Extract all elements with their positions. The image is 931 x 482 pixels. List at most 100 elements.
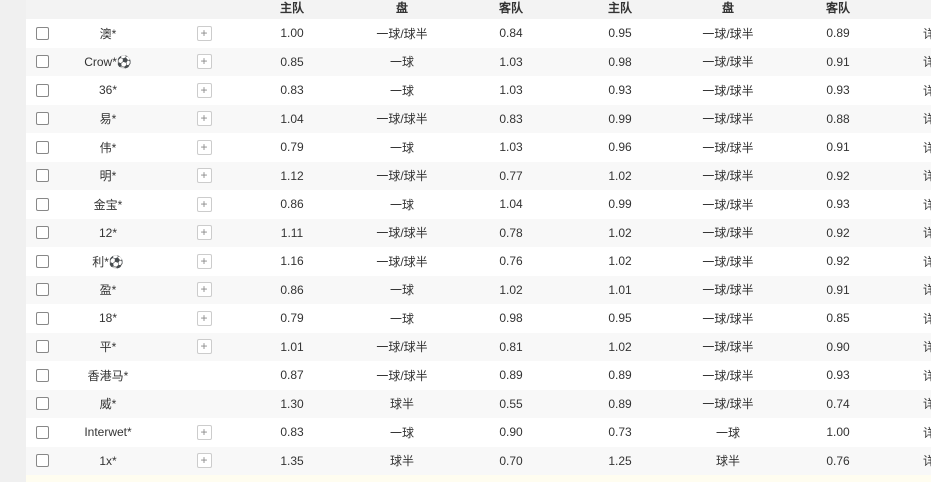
away-odds-2: 0.74 (826, 396, 850, 411)
away-odds: 0.78 (499, 225, 523, 240)
handicap: 一球/球半 (376, 226, 428, 241)
footer-strip (26, 475, 931, 482)
home-odds-2: 0.96 (608, 140, 632, 155)
expand-plus-button[interactable]: + (196, 196, 212, 212)
handicap: 一球 (389, 55, 414, 70)
row-checkbox[interactable] (35, 26, 49, 40)
table-row: 香港马* 0.87 一球/球半 0.89 0.89 一球/球半 0.93 详 (26, 361, 931, 390)
home-odds-2: 1.01 (608, 282, 632, 297)
detail-link[interactable]: 详 (922, 340, 931, 355)
handicap-2: 一球/球半 (702, 311, 754, 326)
handicap-2: 一球/球半 (702, 397, 754, 412)
row-checkbox[interactable] (35, 311, 49, 325)
row-checkbox[interactable] (35, 368, 49, 382)
home-odds: 1.16 (280, 254, 304, 269)
away-odds: 0.98 (499, 311, 523, 326)
table-row: 利*⚽ +1.16 一球/球半 0.76 1.02 一球/球半 0.92 详 (26, 247, 931, 276)
row-checkbox[interactable] (35, 112, 49, 126)
home-odds: 0.79 (280, 140, 304, 155)
home-odds: 1.04 (280, 111, 304, 126)
expand-plus-button[interactable]: + (196, 453, 212, 469)
expand-plus-button[interactable]: + (196, 25, 212, 41)
row-checkbox[interactable] (35, 55, 49, 69)
detail-link[interactable]: 详 (922, 197, 931, 212)
handicap-2: 一球/球半 (702, 26, 754, 41)
detail-link[interactable]: 详 (922, 254, 931, 269)
home-odds-2: 1.25 (608, 453, 632, 468)
detail-link[interactable]: 详 (922, 454, 931, 469)
home-odds: 0.85 (280, 54, 304, 69)
detail-link[interactable]: 详 (922, 83, 931, 98)
detail-link[interactable]: 详 (922, 226, 931, 241)
row-checkbox[interactable] (35, 454, 49, 468)
expand-plus-button[interactable]: + (196, 82, 212, 98)
company-name: 36* (98, 83, 118, 98)
row-checkbox[interactable] (35, 283, 49, 297)
home-odds: 0.86 (280, 282, 304, 297)
detail-link[interactable]: 详 (922, 425, 931, 440)
table-row: Interwet* +0.83 一球 0.90 0.73 一球 1.00 详 (26, 418, 931, 447)
handicap: 一球/球半 (376, 254, 428, 269)
detail-link[interactable]: 详 (922, 368, 931, 383)
away-odds: 0.76 (499, 254, 523, 269)
away-odds: 0.89 (499, 368, 523, 383)
away-odds-2: 0.92 (826, 254, 850, 269)
row-checkbox[interactable] (35, 226, 49, 240)
table-row: 金宝* +0.86 一球 1.04 0.99 一球/球半 0.93 详 (26, 190, 931, 219)
detail-link[interactable]: 详 (922, 283, 931, 298)
home-odds-2: 0.95 (608, 26, 632, 41)
table-header: 主队 盘 客队 主队 盘 客队 (26, 0, 931, 19)
expand-plus-button[interactable]: + (196, 111, 212, 127)
detail-link[interactable]: 详 (922, 26, 931, 41)
detail-link[interactable]: 详 (922, 140, 931, 155)
expand-plus-button[interactable]: + (196, 339, 212, 355)
detail-link[interactable]: 详 (922, 55, 931, 70)
detail-link[interactable]: 详 (922, 311, 931, 326)
handicap-2: 一球/球半 (702, 283, 754, 298)
detail-link[interactable]: 详 (922, 397, 931, 412)
away-odds: 1.04 (499, 197, 523, 212)
row-checkbox[interactable] (35, 340, 49, 354)
odds-table: 主队 盘 客队 主队 盘 客队 澳* +1.00 一球/球半 0.84 0.95 一球/球… (26, 0, 931, 482)
row-checkbox[interactable] (35, 254, 49, 268)
row-checkbox[interactable] (35, 140, 49, 154)
header-line-2: 盘 (721, 1, 734, 15)
expand-plus-button[interactable]: + (196, 282, 212, 298)
detail-link[interactable]: 详 (922, 112, 931, 127)
handicap: 一球/球半 (376, 26, 428, 41)
away-odds-2: 1.00 (826, 425, 850, 440)
row-checkbox[interactable] (35, 197, 49, 211)
detail-link[interactable]: 详 (922, 169, 931, 184)
handicap-2: 一球/球半 (702, 254, 754, 269)
table-row: 12* +1.11 一球/球半 0.78 1.02 一球/球半 0.92 详 (26, 218, 931, 247)
handicap: 一球 (389, 311, 414, 326)
handicap: 球半 (389, 397, 414, 412)
handicap: 球半 (389, 454, 414, 469)
row-checkbox[interactable] (35, 425, 49, 439)
expand-plus-button[interactable]: + (196, 310, 212, 326)
home-odds-2: 0.89 (608, 368, 632, 383)
home-odds: 1.30 (280, 396, 304, 411)
away-odds-2: 0.91 (826, 54, 850, 69)
home-odds: 0.79 (280, 311, 304, 326)
table-row: 澳* +1.00 一球/球半 0.84 0.95 一球/球半 0.89 详 (26, 19, 931, 48)
row-checkbox[interactable] (35, 83, 49, 97)
handicap: 一球 (389, 140, 414, 155)
expand-plus-button[interactable]: + (196, 168, 212, 184)
expand-plus-button[interactable]: + (196, 253, 212, 269)
home-odds-2: 0.98 (608, 54, 632, 69)
away-odds-2: 0.76 (826, 453, 850, 468)
home-odds-2: 1.02 (608, 168, 632, 183)
handicap-2: 一球/球半 (702, 368, 754, 383)
row-checkbox[interactable] (35, 397, 49, 411)
expand-plus-button[interactable]: + (196, 54, 212, 70)
expand-plus-button[interactable]: + (196, 424, 212, 440)
table-row: 18* +0.79 一球 0.98 0.95 一球/球半 0.85 详 (26, 304, 931, 333)
expand-plus-button[interactable]: + (196, 225, 212, 241)
company-name: 澳* (99, 26, 117, 41)
home-odds: 0.87 (280, 368, 304, 383)
table-row: 易* +1.04 一球/球半 0.83 0.99 一球/球半 0.88 详 (26, 104, 931, 133)
row-checkbox[interactable] (35, 169, 49, 183)
expand-plus-button[interactable]: + (196, 139, 212, 155)
company-name: 18* (98, 311, 118, 326)
